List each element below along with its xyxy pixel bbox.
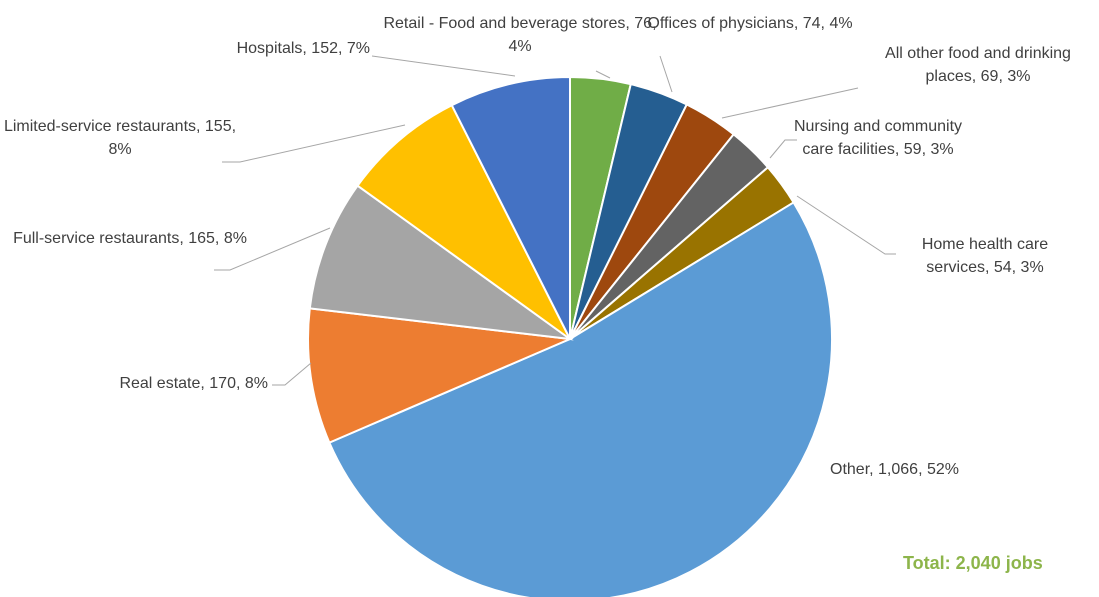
pie-slice — [328, 201, 833, 597]
leader-line — [595, 70, 611, 79]
leader-line — [721, 87, 859, 119]
data-label: Home health care services, 54, 3% — [921, 236, 1049, 276]
leader-line — [769, 139, 797, 159]
leader-line — [222, 124, 406, 163]
data-label: Full-service restaurants, 165, 8% — [13, 230, 247, 247]
pie-slice — [307, 307, 574, 444]
leader-line — [272, 362, 312, 386]
data-label: Limited-service restaurants, 155, 8% — [3, 118, 237, 158]
pie-slice — [356, 103, 571, 340]
data-label: Retail - Food and beverage stores, 76, 4… — [383, 15, 657, 55]
data-label: Hospitals, 152, 7% — [236, 40, 370, 57]
leader-line — [659, 55, 673, 93]
data-label: Offices of physicians, 74, 4% — [647, 15, 853, 32]
data-label: Other, 1,066, 52% — [830, 461, 959, 478]
pie-slice — [308, 184, 574, 341]
leader-line — [371, 55, 516, 77]
data-label: All other food and drinking places, 69, … — [885, 45, 1071, 85]
data-label: Real estate, 170, 8% — [119, 375, 268, 392]
leader-line — [796, 195, 896, 255]
total-annotation: Total: 2,040 jobs — [903, 553, 1043, 573]
pie-slice — [450, 75, 571, 340]
data-label: Nursing and community care facilities, 5… — [793, 118, 963, 158]
leader-line — [214, 227, 331, 271]
